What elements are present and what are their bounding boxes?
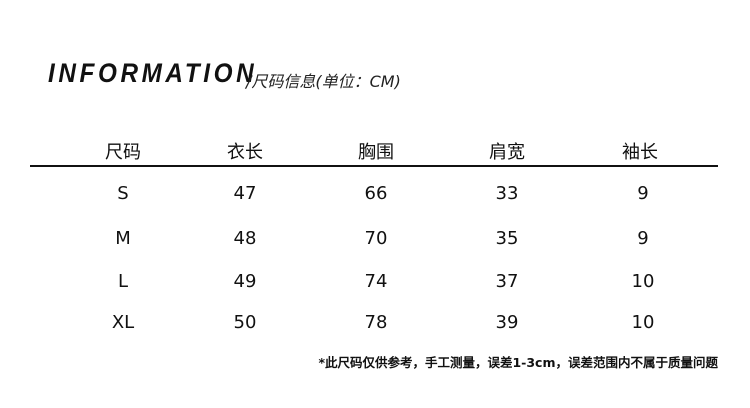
table-cell: 35 [495,228,519,249]
header-divider [30,165,718,167]
table-cell: 37 [495,271,519,292]
table-cell: S [117,183,129,204]
column-header: 衣长 [227,142,263,163]
title-subtitle: /尺码信息(单位：CM) [246,72,401,91]
title: INFORMATION /尺码信息(单位：CM) [48,58,401,91]
table-cell: 33 [495,183,519,204]
table-cell: 49 [233,271,257,292]
title-main: INFORMATION [48,58,258,88]
table-cell: 48 [233,228,257,249]
footnote: *此尺码仅供参考，手工测量，误差1-3cm，误差范围内不属于质量问题 [318,355,718,370]
column-header: 胸围 [358,142,394,163]
table-cell: XL [111,312,135,333]
column-header: 袖长 [622,142,658,163]
table-cell: 10 [631,312,655,333]
column-header: 尺码 [105,142,141,163]
table-cell: 70 [364,228,388,249]
column-header: 肩宽 [489,142,525,163]
table-cell: 9 [637,183,649,204]
table-cell: 39 [495,312,519,333]
table-cell: 10 [631,271,655,292]
table-cell: 74 [364,271,388,292]
table-cell: L [117,271,129,292]
table-cell: 9 [637,228,649,249]
table-cell: 66 [364,183,388,204]
table-cell: 50 [233,312,257,333]
table-cell: 78 [364,312,388,333]
table-cell: M [115,228,131,249]
table-cell: 47 [233,183,257,204]
